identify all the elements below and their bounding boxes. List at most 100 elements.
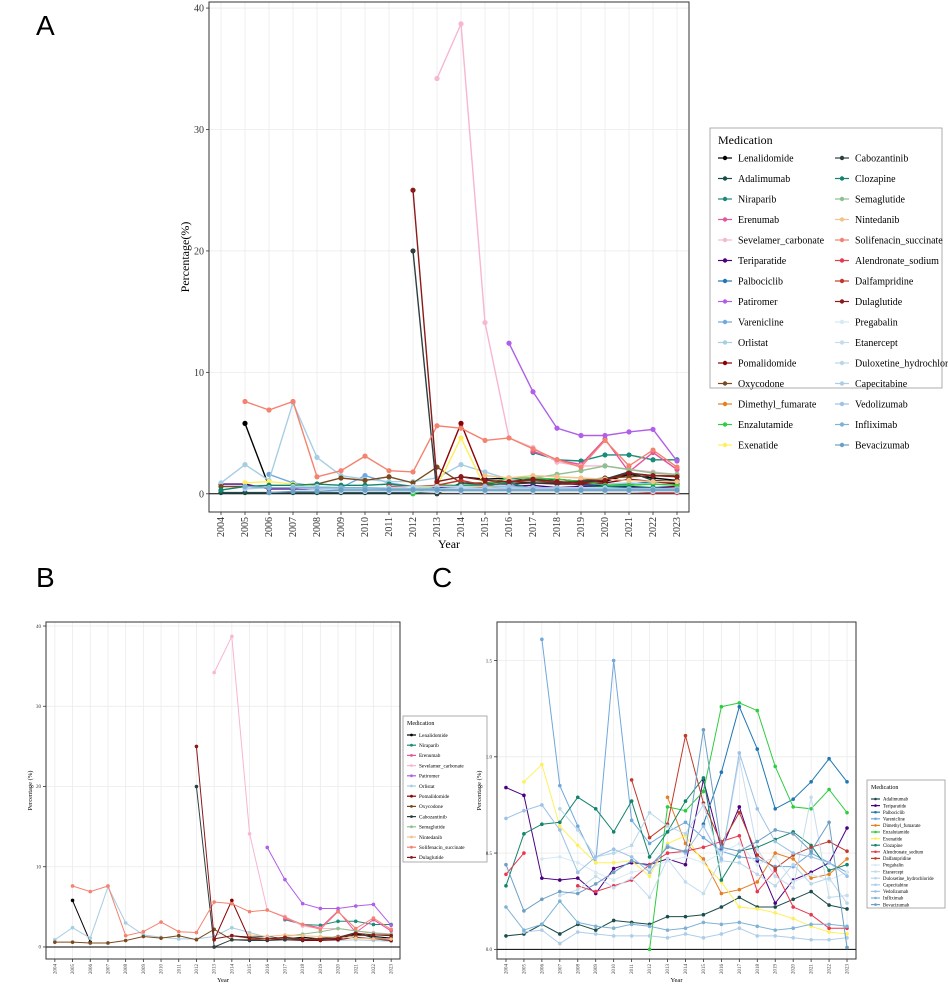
- data-point-solifenacin-succinate: [410, 469, 416, 475]
- data-point-vedolizumab: [611, 847, 616, 852]
- data-point-duloxetine-hydrochloride: [755, 872, 760, 877]
- data-point-infliximab: [611, 926, 616, 930]
- legend-label-dulaglutide: Dulaglutide: [419, 855, 444, 861]
- data-point-solifenacin-succinate: [230, 901, 234, 906]
- data-point-etanercept: [791, 885, 795, 890]
- legend-label-dulaglutide: Dulaglutide: [855, 297, 903, 308]
- legend-label-exenatide: Exenatide: [738, 441, 779, 452]
- x-tick-label: 2016: [504, 517, 515, 537]
- data-point-bevacizumab: [809, 849, 813, 853]
- data-point-exenatide: [242, 480, 248, 486]
- data-point-duloxetine-hydrochloride: [629, 843, 634, 848]
- x-tick-label: 2006: [89, 964, 94, 975]
- legend-label-dimethyl-fumarate: Dimethyl_fumarate: [738, 400, 817, 411]
- data-point-duloxetine-hydrochloride: [737, 860, 742, 865]
- legend-label-solifenacin-succinate: Solifenacin_succinate: [419, 844, 465, 851]
- data-point-bevacizumab: [845, 945, 849, 950]
- legend-label-semaglutide: Semaglutide: [855, 195, 906, 206]
- data-point-patiromer: [578, 432, 584, 439]
- data-point-oxycodone: [53, 940, 57, 944]
- data-point-dimethyl-fumarate: [701, 857, 706, 861]
- data-point-varenicline: [611, 658, 616, 663]
- data-point-bevacizumab: [602, 487, 608, 493]
- data-point-duloxetine-hydrochloride: [773, 884, 778, 888]
- data-point-palbociclib: [737, 704, 742, 709]
- data-point-infliximab: [665, 928, 670, 932]
- data-point-varenicline: [701, 835, 706, 840]
- data-point-niraparib: [650, 457, 656, 463]
- data-point-capecitabine: [701, 936, 706, 940]
- data-point-dalfampridine: [809, 845, 813, 850]
- data-point-exenatide: [827, 930, 831, 934]
- data-point-oxycodone: [410, 480, 416, 486]
- data-point-infliximab: [593, 924, 598, 929]
- data-point-solifenacin-succinate: [458, 425, 464, 431]
- data-point-duloxetine-hydrochloride: [575, 828, 580, 832]
- data-point-semaglutide: [626, 466, 632, 473]
- data-point-solifenacin-succinate: [338, 468, 344, 474]
- legend-key-point-patiromer: [410, 774, 413, 778]
- x-tick-label: 2015: [480, 517, 491, 537]
- legend-key-point-lenalidomide: [722, 155, 728, 161]
- data-point-adalimumab: [845, 907, 849, 911]
- data-point-enzalutamide: [719, 704, 724, 709]
- data-point-nintedanib: [530, 472, 536, 479]
- data-point-vedolizumab: [506, 483, 512, 490]
- data-point-clozapine: [575, 795, 580, 800]
- data-point-oxycodone: [338, 475, 344, 481]
- data-point-clozapine: [629, 799, 634, 803]
- plot-frame: [45, 621, 401, 960]
- data-point-patiromer: [626, 429, 632, 435]
- data-point-niraparib: [602, 452, 608, 458]
- legend-key-point-erenumab: [410, 754, 413, 757]
- data-point-bevacizumab: [338, 487, 344, 493]
- data-point-patiromer: [300, 901, 305, 906]
- data-point-solifenacin-succinate: [602, 437, 608, 443]
- data-point-etanercept: [773, 874, 778, 878]
- data-point-patiromer: [283, 877, 287, 882]
- data-point-teriparatide: [737, 805, 742, 809]
- data-point-adalimumab: [719, 905, 724, 909]
- data-point-infliximab: [791, 926, 795, 930]
- legend-key-point-capecitabine: [874, 883, 877, 887]
- data-point-niraparib: [626, 452, 632, 458]
- data-point-pregabalin: [611, 878, 616, 882]
- legend-label-enzalutamide: Enzalutamide: [883, 831, 909, 836]
- x-tick-label: 2022: [372, 964, 377, 975]
- data-point-dimethyl-fumarate: [827, 872, 831, 877]
- data-point-infliximab: [701, 920, 706, 925]
- data-point-dulaglutide: [283, 935, 287, 940]
- data-point-patiromer: [530, 389, 536, 395]
- data-point-duloxetine-hydrochloride: [845, 901, 849, 905]
- data-point-adalimumab: [683, 914, 688, 919]
- data-point-solifenacin-succinate: [106, 884, 110, 888]
- data-point-bevacizumab: [530, 487, 536, 493]
- legend-label-erenumab: Erenumab: [419, 753, 441, 759]
- data-point-bevacizumab: [629, 858, 634, 863]
- series-line-teriparatide: [505, 779, 848, 905]
- data-point-vedolizumab: [791, 851, 795, 855]
- y-tick-label: 20: [194, 246, 204, 257]
- x-tick-label: 2012: [648, 964, 653, 975]
- data-point-capecitabine: [647, 934, 652, 938]
- data-point-pregabalin: [845, 870, 849, 875]
- data-point-solifenacin-succinate: [88, 889, 93, 894]
- data-point-dulaglutide: [265, 937, 270, 941]
- x-tick-label: 2015: [248, 964, 253, 975]
- data-point-vedolizumab: [827, 860, 831, 865]
- data-point-dulaglutide: [602, 477, 608, 484]
- x-tick-label: 2018: [756, 964, 761, 975]
- data-point-nintedanib: [626, 477, 632, 484]
- data-point-sevelamer-carbonate: [212, 670, 216, 675]
- y-axis-title: Percentage(%): [178, 222, 192, 293]
- legend-label-lenalidomide: Lenalidomide: [419, 733, 449, 739]
- data-point-alendronate-sodium: [701, 845, 706, 850]
- x-tick-label: 2007: [288, 517, 299, 537]
- data-point-enzalutamide: [683, 808, 688, 813]
- data-point-capecitabine: [755, 934, 760, 938]
- data-point-teriparatide: [558, 878, 562, 882]
- data-point-dimethyl-fumarate: [719, 891, 724, 896]
- data-point-solifenacin-succinate: [266, 407, 272, 413]
- legend-label-solifenacin-succinate: Solifenacin_succinate: [855, 236, 943, 247]
- legend-box: [709, 127, 943, 389]
